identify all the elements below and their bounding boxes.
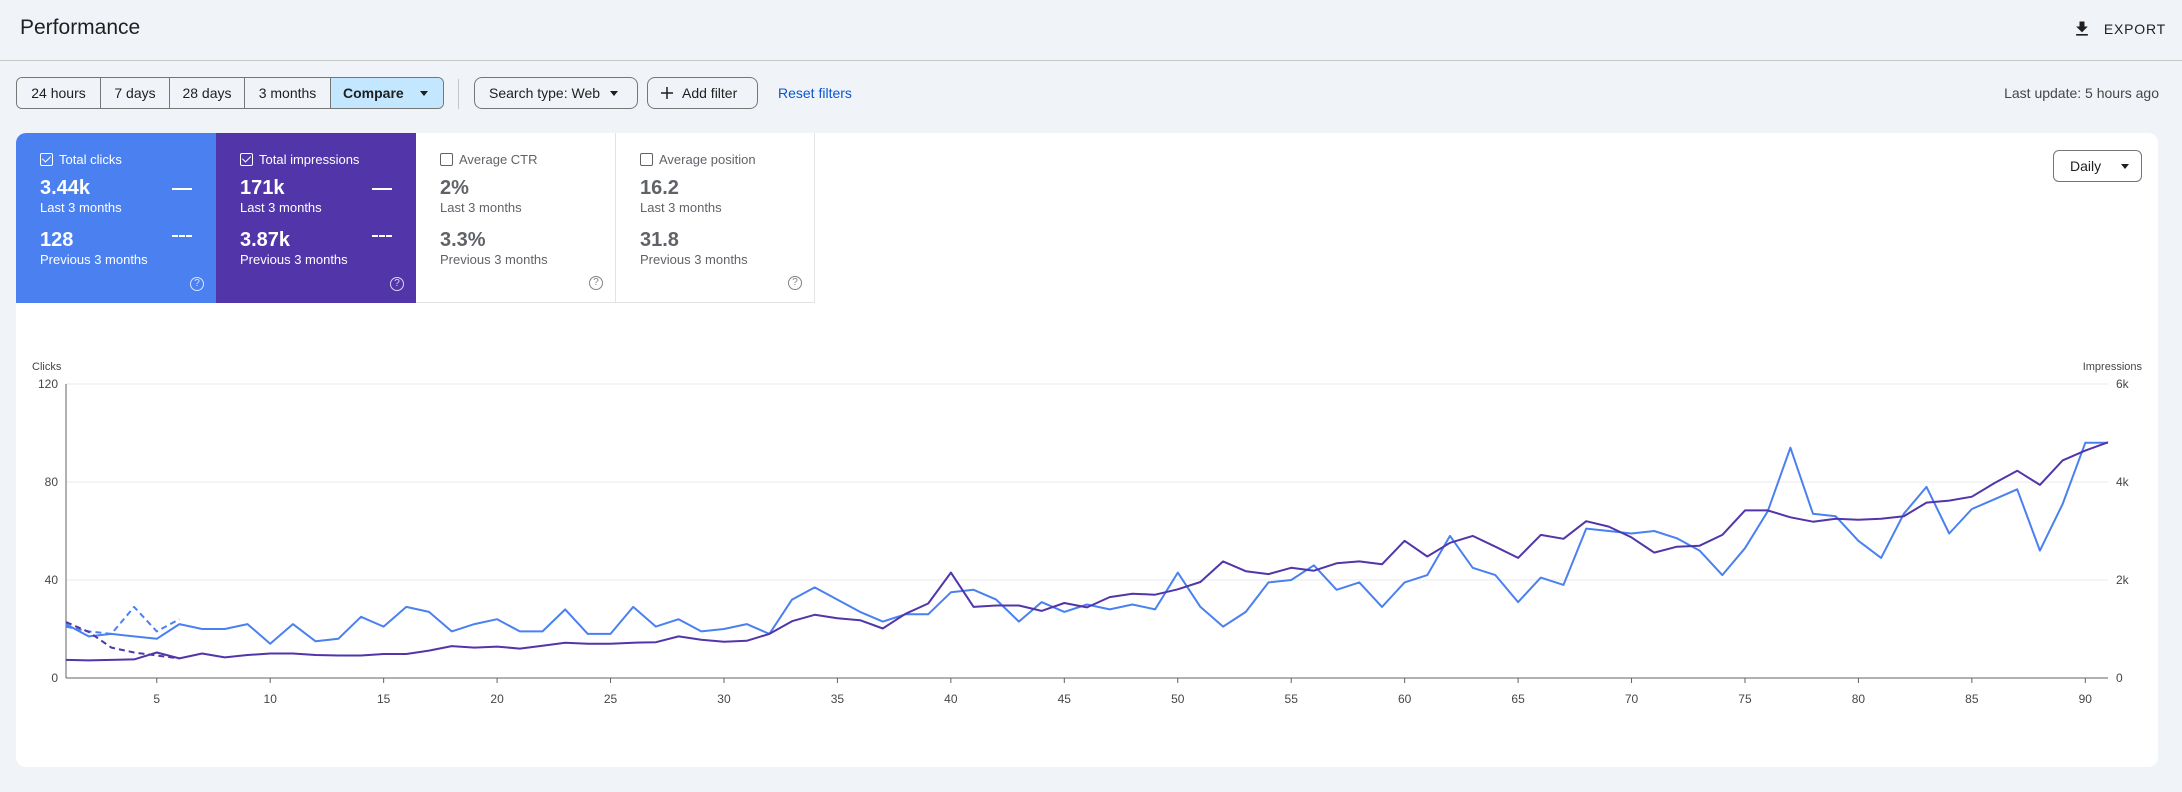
search-type-chip[interactable]: Search type: Web: [474, 77, 638, 109]
date-range-group: 24 hours 7 days 28 days 3 months Compare: [16, 77, 444, 109]
y-tick-label: 40: [45, 573, 59, 587]
reset-filters-link[interactable]: Reset filters: [778, 85, 852, 101]
search-type-label: Search type: Web: [489, 85, 601, 101]
help-icon[interactable]: ?: [190, 277, 204, 291]
x-tick-label: 90: [2079, 692, 2093, 706]
range-7-days-button[interactable]: 7 days: [101, 78, 170, 108]
performance-chart: 0 40 80 120 0 2k 4k 6k Clicks Impressions 5 10 15 20 2…: [16, 303, 2158, 767]
series-line-total-impressions: [65, 441, 2109, 662]
page-header: Performance EXPORT: [0, 0, 2182, 61]
metric-tile-total-clicks[interactable]: Total clicks 3.44k Last 3 months 128 Pre…: [16, 133, 216, 303]
metric-tile-average-position[interactable]: Average position 16.2 Last 3 months 31.8…: [616, 133, 815, 303]
metric-prev-value: 128: [40, 229, 74, 251]
metric-value: 2%: [440, 177, 469, 199]
x-tick-label: 50: [1171, 692, 1185, 706]
export-button[interactable]: EXPORT: [2072, 14, 2166, 44]
metric-name: Total impressions: [259, 151, 360, 167]
x-tick-label: 20: [490, 692, 504, 706]
metric-prev-value: 31.8: [640, 229, 679, 251]
legend-solid-line-icon: [372, 188, 392, 190]
metric-tile-total-impressions[interactable]: Total impressions 171k Last 3 months 3.8…: [216, 133, 416, 303]
caret-down-icon: [2121, 163, 2129, 169]
x-tick-label: 25: [604, 692, 618, 706]
metric-value: 171k: [240, 177, 285, 199]
download-icon: [2076, 21, 2088, 36]
chart-svg: 0 40 80 120 0 2k 4k 6k Clicks Impressions 5 10 15 20 2…: [32, 361, 2143, 706]
metric-name: Average position: [659, 151, 756, 167]
checkbox-icon[interactable]: [40, 152, 53, 166]
series-line-total-impressions-previous-: [65, 621, 180, 660]
checkbox-icon[interactable]: [640, 152, 653, 166]
range-28-days-button[interactable]: 28 days: [170, 78, 245, 108]
checkbox-icon[interactable]: [440, 152, 453, 166]
metric-tile-average-ctr[interactable]: Average CTR 2% Last 3 months 3.3% Previo…: [416, 133, 616, 303]
x-tick-label: 70: [1625, 692, 1639, 706]
x-tick-label: 40: [944, 692, 958, 706]
performance-card: Total clicks 3.44k Last 3 months 128 Pre…: [16, 133, 2158, 767]
granularity-label: Daily: [2070, 158, 2102, 174]
x-tick-label: 60: [1398, 692, 1412, 706]
x-tick-label: 55: [1285, 692, 1299, 706]
y2-tick-label: 6k: [2116, 377, 2130, 391]
metric-prev-period: Previous 3 months: [440, 252, 548, 267]
caret-down-icon: [610, 90, 619, 96]
series-line-total-clicks-previous-: [65, 605, 180, 635]
compare-button[interactable]: Compare: [331, 78, 443, 108]
granularity-select[interactable]: Daily: [2053, 150, 2142, 182]
metric-name: Total clicks: [59, 151, 122, 167]
legend-solid-line-icon: [172, 188, 192, 190]
metric-prev-period: Previous 3 months: [640, 252, 748, 267]
help-icon[interactable]: ?: [390, 277, 404, 291]
add-filter-chip[interactable]: Add filter: [647, 77, 758, 109]
series-line-total-clicks: [65, 441, 2108, 645]
x-tick-label: 30: [717, 692, 731, 706]
y2-axis-title: Impressions: [2083, 361, 2143, 373]
legend-dashed-line-icon: [372, 235, 392, 237]
add-filter-label: Add filter: [682, 85, 738, 101]
metric-name: Average CTR: [459, 151, 538, 167]
checkbox-icon[interactable]: [240, 152, 253, 166]
x-tick-label: 15: [377, 692, 391, 706]
legend-dashed-line-icon: [172, 235, 192, 237]
metric-period: Last 3 months: [240, 200, 322, 215]
metric-value: 16.2: [640, 177, 679, 199]
metric-value: 3.44k: [40, 177, 91, 199]
x-tick-label: 5: [153, 692, 160, 706]
metric-prev-value: 3.87k: [240, 229, 291, 251]
x-tick-label: 65: [1511, 692, 1525, 706]
y2-tick-label: 0: [2116, 671, 2123, 685]
y2-tick-label: 2k: [2116, 573, 2130, 587]
y-tick-label: 120: [38, 377, 58, 391]
x-tick-label: 85: [1965, 692, 1979, 706]
metric-prev-period: Previous 3 months: [40, 252, 148, 267]
filter-divider: [458, 79, 459, 109]
page-title: Performance: [20, 16, 141, 39]
compare-label: Compare: [343, 85, 404, 101]
help-icon[interactable]: ?: [589, 276, 603, 290]
last-update-text: Last update: 5 hours ago: [2004, 85, 2159, 101]
x-tick-label: 75: [1738, 692, 1752, 706]
metric-period: Last 3 months: [440, 200, 522, 215]
filter-bar: 24 hours 7 days 28 days 3 months Compare…: [16, 77, 2182, 109]
range-24-hours-button[interactable]: 24 hours: [17, 78, 101, 108]
plus-icon: [661, 87, 673, 99]
metric-period: Last 3 months: [40, 200, 122, 215]
help-icon[interactable]: ?: [788, 276, 802, 290]
metric-prev-period: Previous 3 months: [240, 252, 348, 267]
y-axis-title: Clicks: [32, 361, 62, 373]
x-tick-label: 35: [831, 692, 845, 706]
x-tick-label: 10: [264, 692, 278, 706]
range-3-months-button[interactable]: 3 months: [245, 78, 331, 108]
metric-prev-value: 3.3%: [440, 229, 486, 251]
y-tick-label: 80: [45, 475, 59, 489]
metric-period: Last 3 months: [640, 200, 722, 215]
export-label: EXPORT: [2103, 21, 2166, 37]
x-tick-label: 80: [1852, 692, 1866, 706]
y-tick-label: 0: [51, 671, 58, 685]
caret-down-icon: [419, 90, 428, 96]
x-tick-label: 45: [1058, 692, 1072, 706]
y2-tick-label: 4k: [2116, 475, 2130, 489]
